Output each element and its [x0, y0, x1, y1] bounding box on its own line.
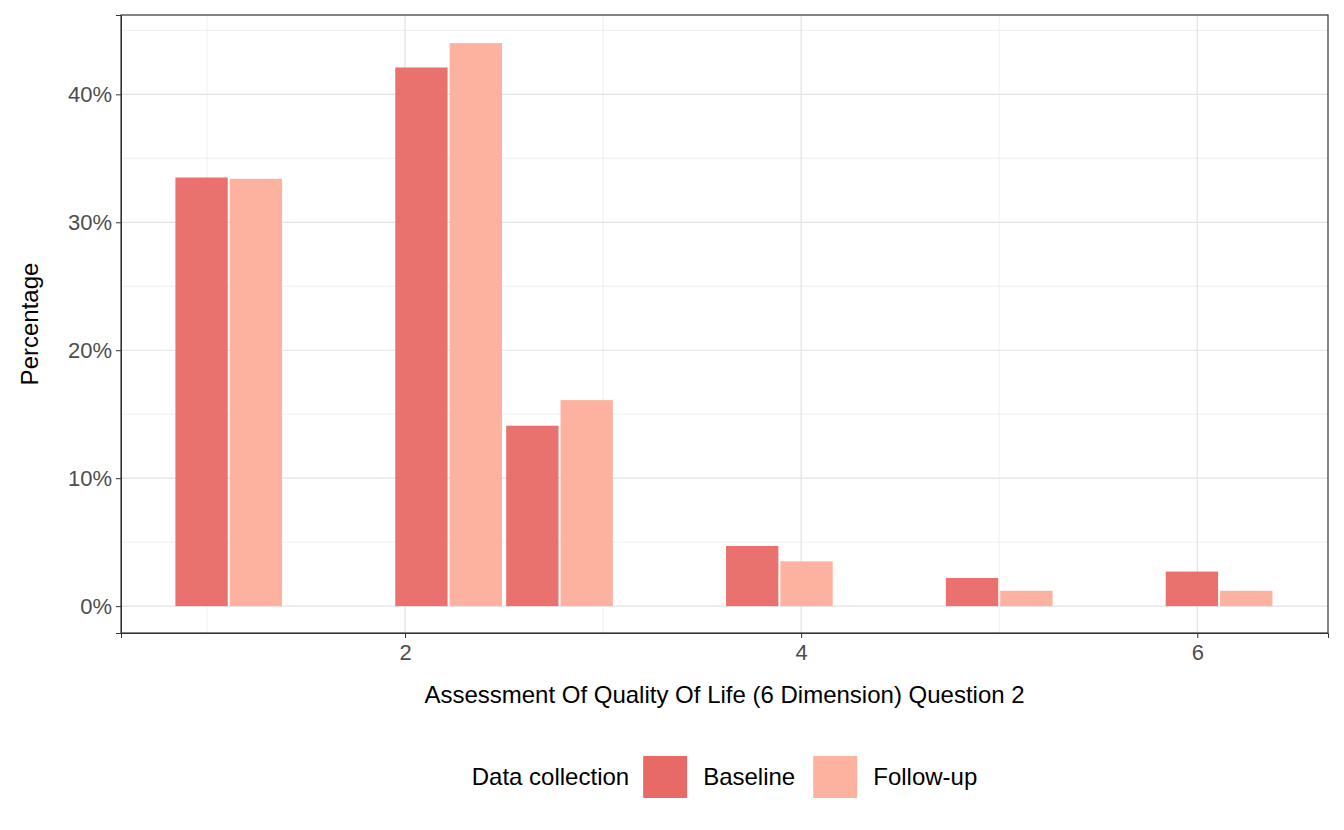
x-axis: 2 4 6 [122, 633, 1329, 665]
x-tick: 6 [1192, 633, 1204, 665]
y-tick-mark [116, 606, 121, 607]
legend-title: Data collection [472, 763, 629, 790]
x-axis-line [122, 634, 1329, 639]
legend-swatch [813, 756, 857, 798]
x-tick: 4 [796, 633, 808, 665]
y-tick: 10% [68, 466, 121, 491]
y-tick-label: 10% [68, 466, 112, 491]
x-tick-label: 6 [1192, 640, 1204, 665]
bar [946, 578, 998, 606]
bar [780, 561, 832, 606]
grid-line [121, 350, 1328, 351]
y-tick-mark [116, 350, 121, 351]
x-tick-mark [801, 633, 802, 638]
x-axis-title: Assessment Of Quality Of Life (6 Dimensi… [424, 681, 1024, 708]
minor-grid-line [121, 414, 1328, 415]
y-tick-mark [116, 478, 121, 479]
y-tick-mark [116, 222, 121, 223]
minor-grid-line [999, 15, 1000, 633]
y-axis-title: Percentage [16, 263, 43, 386]
bar [1220, 591, 1272, 606]
grid-line [121, 222, 1328, 223]
grid-line [121, 478, 1328, 479]
panel-border [121, 15, 1328, 633]
bar [1000, 591, 1052, 606]
y-tick: 0% [80, 594, 121, 619]
grid-line [1197, 15, 1198, 633]
minor-grid-line [121, 542, 1328, 543]
legend-swatch [643, 756, 687, 798]
y-axis-line [116, 16, 122, 634]
bar [175, 177, 227, 606]
minor-grid-line [121, 30, 1328, 31]
minor-grid-line [121, 286, 1328, 287]
plot: 0% 10% 20% 30% 40% 2 4 6 [68, 15, 1329, 665]
y-tick-label: 40% [68, 82, 112, 107]
chart: 0% 10% 20% 30% 40% 2 4 6 Assessment Of Quality O… [0, 0, 1344, 830]
x-tick-label: 4 [796, 640, 808, 665]
bars [175, 43, 1272, 606]
x-tick: 2 [399, 633, 411, 665]
y-tick-label: 0% [80, 594, 112, 619]
bar [561, 400, 613, 606]
grid-line [121, 94, 1328, 95]
grid [121, 15, 1328, 633]
minor-grid-line [121, 158, 1328, 159]
y-tick: 40% [68, 82, 121, 107]
legend: Data collection Baseline Follow-up [472, 756, 978, 798]
bar [230, 179, 282, 606]
y-tick: 20% [68, 338, 121, 363]
y-tick-mark [116, 94, 121, 95]
grid-line [801, 15, 802, 633]
grid-line [121, 606, 1328, 607]
y-tick-label: 20% [68, 338, 112, 363]
legend-label: Follow-up [873, 763, 977, 790]
legend-label: Baseline [703, 763, 795, 790]
x-tick-mark [1197, 633, 1198, 638]
x-tick-mark [405, 633, 406, 638]
bar [506, 426, 558, 606]
bar [1166, 572, 1218, 607]
y-tick: 30% [68, 210, 121, 235]
bar [450, 43, 502, 606]
bar [726, 546, 778, 606]
bar [395, 67, 447, 606]
y-tick-label: 30% [68, 210, 112, 235]
x-tick-label: 2 [399, 640, 411, 665]
y-axis: 0% 10% 20% 30% 40% [68, 16, 122, 634]
